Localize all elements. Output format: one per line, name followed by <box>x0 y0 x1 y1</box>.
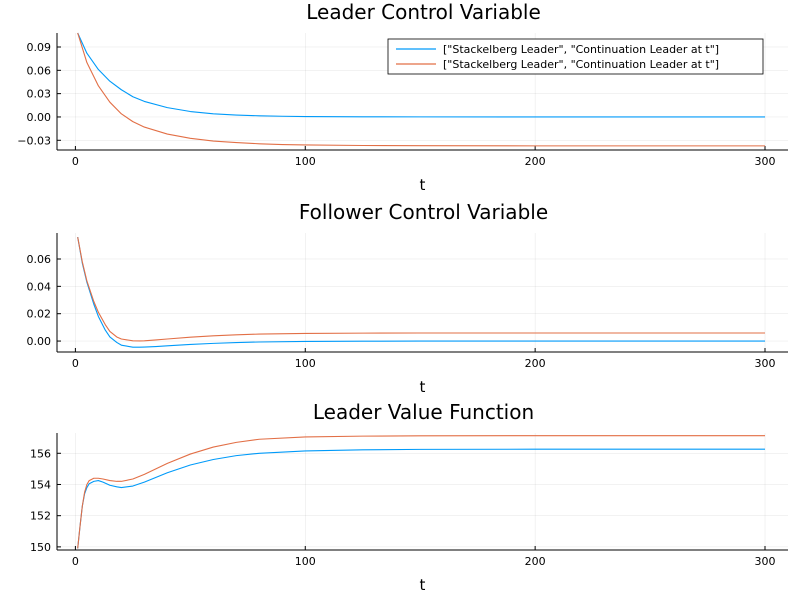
y-tick-label: 150 <box>30 541 51 554</box>
x-tick-label: 200 <box>525 357 546 370</box>
series-line-1 <box>77 32 766 118</box>
x-axis-label: t <box>420 176 426 194</box>
x-tick-label: 0 <box>72 555 79 568</box>
legend-box <box>387 38 764 75</box>
y-tick-label: 0.06 <box>27 64 52 77</box>
y-tick-label: 0.03 <box>27 88 52 101</box>
x-axis-label: t <box>420 378 426 396</box>
y-tick-label: 152 <box>30 510 51 523</box>
chart-title: Leader Control Variable <box>306 0 541 24</box>
y-tick-label: 154 <box>30 478 51 491</box>
x-axis-label: t <box>420 576 426 594</box>
x-tick-label: 200 <box>525 555 546 568</box>
series-line-1 <box>77 237 766 348</box>
y-tick-label: 0.09 <box>27 41 52 54</box>
chart-panel-3: 0 100 200 300 150 152 154 156 Leader Value Funct… <box>30 400 788 594</box>
chart-title: Follower Control Variable <box>299 200 548 224</box>
chart-title: Leader Value Function <box>313 400 534 424</box>
x-tick-label: 200 <box>525 155 546 168</box>
y-tick-label: 0.04 <box>27 280 52 293</box>
y-tick-label: 0.02 <box>27 308 52 321</box>
x-tick-label: 100 <box>295 357 316 370</box>
y-tick-label: 156 <box>30 447 51 460</box>
chart-panel-2: 0 100 200 300 0.00 0.02 0.04 0.06 Follower Contr… <box>27 200 788 396</box>
y-tick-label: −0.03 <box>17 134 51 147</box>
x-tick-label: 100 <box>295 555 316 568</box>
x-tick-label: 100 <box>295 155 316 168</box>
x-tick-label: 0 <box>72 357 79 370</box>
series-line-1 <box>77 448 766 549</box>
y-tick-label: 0.00 <box>27 111 52 124</box>
series-line-2 <box>77 236 766 342</box>
chart-panel-1: 0 100 200 300 −0.03 0.00 0.03 0.06 0.09 Leader Co… <box>17 0 788 194</box>
x-tick-label: 300 <box>755 555 776 568</box>
y-tick-label: 0.00 <box>27 335 52 348</box>
x-tick-label: 300 <box>755 155 776 168</box>
legend-label-2: ["Stackelberg Leader", "Continuation Lea… <box>443 58 719 71</box>
series-line-2 <box>77 435 766 549</box>
series-line-2 <box>77 32 766 147</box>
legend-label-1: ["Stackelberg Leader", "Continuation Lea… <box>443 43 719 56</box>
legend: ["Stackelberg Leader", "Continuation Lea… <box>387 38 764 75</box>
x-tick-label: 0 <box>72 155 79 168</box>
x-tick-label: 300 <box>755 357 776 370</box>
y-tick-label: 0.06 <box>27 253 52 266</box>
